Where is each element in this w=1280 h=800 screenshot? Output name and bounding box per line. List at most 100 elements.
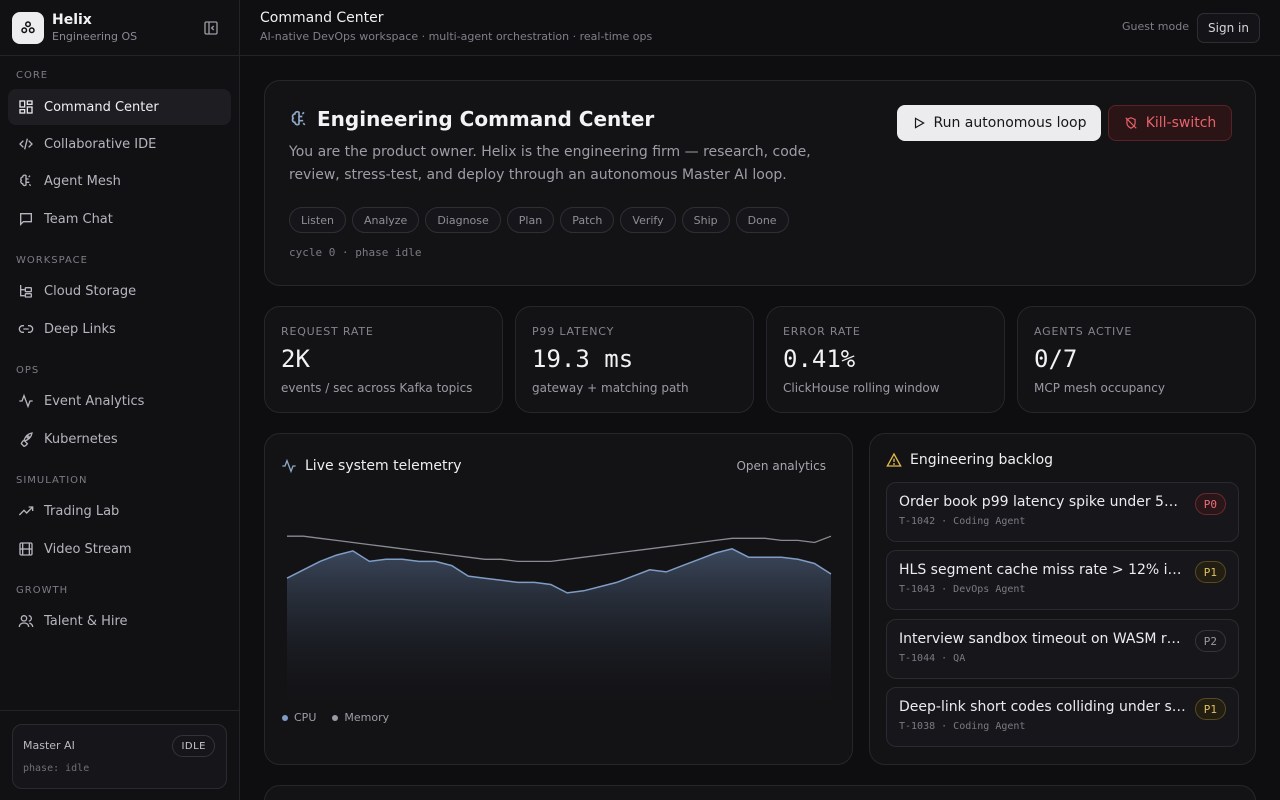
telemetry-card: Live system telemetry Open analytics CPU… xyxy=(264,433,853,765)
page-subtitle: AI-native DevOps workspace · multi-agent… xyxy=(260,30,653,43)
memory-line xyxy=(287,535,832,563)
telemetry-chart xyxy=(286,535,832,700)
sidebar-footer: Master AI IDLE phase: idle xyxy=(0,710,239,800)
grid-icon xyxy=(19,100,33,114)
sidebar-item-cloud-storage[interactable]: Cloud Storage xyxy=(8,273,231,309)
stat-value: 0/7 xyxy=(1034,345,1078,373)
sidebar-item-label: Agent Mesh xyxy=(44,173,121,189)
telemetry-legend: CPU Memory xyxy=(282,711,405,724)
sidebar-item-talent-hire[interactable]: Talent & Hire xyxy=(8,603,231,639)
shield-off-icon xyxy=(1125,117,1137,129)
sidebar-item-trading-lab[interactable]: Trading Lab xyxy=(8,493,231,529)
priority-badge: P2 xyxy=(1194,630,1226,652)
cpu-line xyxy=(286,548,832,594)
rocket-icon xyxy=(20,432,33,447)
sidebar-item-label: Event Analytics xyxy=(44,393,145,409)
stat-description: gateway + matching path xyxy=(532,381,689,395)
sidebar-item-collaborative-ide[interactable]: Collaborative IDE xyxy=(8,126,231,162)
sidebar-item-label: Kubernetes xyxy=(44,431,118,447)
sidebar-item-command-center[interactable]: Command Center xyxy=(8,89,231,125)
sidebar-item-label: Video Stream xyxy=(44,541,132,557)
legend-label: CPU xyxy=(294,711,317,724)
stat-card-p99-latency: P99 LATENCY 19.3 ms gateway + matching p… xyxy=(515,306,754,413)
open-analytics-link[interactable]: Open analytics xyxy=(736,459,826,473)
nav-section-ops: OPS xyxy=(16,365,40,376)
activity-icon xyxy=(19,393,33,409)
sidebar-item-team-chat[interactable]: Team Chat xyxy=(8,201,231,237)
stat-value: 2K xyxy=(281,345,310,373)
run-autonomous-loop-label: Run autonomous loop xyxy=(933,115,1087,131)
topbar: Command Center AI-native DevOps workspac… xyxy=(240,0,1280,56)
sidebar-item-event-analytics[interactable]: Event Analytics xyxy=(8,383,231,419)
stat-label: ERROR RATE xyxy=(783,325,861,338)
sign-in-button[interactable]: Sign in xyxy=(1197,13,1260,43)
nav-section-growth: GROWTH xyxy=(16,585,69,596)
phase-chip-listen: Listen xyxy=(289,207,346,233)
ticket-title: Deep-link short codes colliding under s… xyxy=(899,699,1186,715)
legend-label: Memory xyxy=(344,711,390,724)
phase-chip-diagnose: Diagnose xyxy=(425,207,501,233)
stat-description: events / sec across Kafka topics xyxy=(281,381,473,395)
chat-icon xyxy=(20,213,32,226)
backlog-ticket[interactable]: Order book p99 latency spike under 5… T-… xyxy=(886,482,1239,542)
bottom-panel xyxy=(264,785,1256,800)
stat-card-agents-active: AGENTS ACTIVE 0/7 MCP mesh occupancy xyxy=(1017,306,1256,413)
cycle-status: cycle 0 · phase idle xyxy=(289,246,422,259)
master-ai-title: Master AI xyxy=(23,739,75,752)
page-title: Command Center xyxy=(260,10,384,26)
sidebar-item-label: Deep Links xyxy=(44,321,116,337)
phase-chip-verify: Verify xyxy=(620,207,676,233)
sidebar-item-deep-links[interactable]: Deep Links xyxy=(8,311,231,347)
phase-chip-analyze: Analyze xyxy=(351,207,420,233)
hero-description: You are the product owner. Helix is the … xyxy=(289,144,811,183)
hero-title-text: Engineering Command Center xyxy=(317,107,655,131)
loop-phases: Listen Analyze Diagnose Plan Patch Verif… xyxy=(289,207,795,233)
legend-dot xyxy=(282,714,288,721)
sidebar-item-label: Cloud Storage xyxy=(44,283,137,299)
sidebar-item-label: Collaborative IDE xyxy=(44,136,157,152)
phase-chip-done: Done xyxy=(735,207,789,233)
priority-badge: P0 xyxy=(1194,493,1226,515)
legend-item-cpu: CPU xyxy=(282,711,316,724)
folder-tree-icon xyxy=(20,285,32,298)
ticket-meta: T-1043 · DevOps Agent xyxy=(899,584,1026,595)
brand-subtitle: Engineering OS xyxy=(52,29,138,43)
sidebar-item-kubernetes[interactable]: Kubernetes xyxy=(8,421,231,457)
sidebar-item-label: Trading Lab xyxy=(44,503,120,519)
cpu-area xyxy=(287,548,831,700)
brand-name: Helix xyxy=(52,11,92,28)
telemetry-title-text: Live system telemetry xyxy=(305,458,462,474)
sidebar-item-video-stream[interactable]: Video Stream xyxy=(8,531,231,567)
link-icon xyxy=(18,325,34,333)
play-icon xyxy=(914,117,925,129)
sidebar-item-label: Command Center xyxy=(44,99,159,115)
stat-label: AGENTS ACTIVE xyxy=(1034,325,1133,338)
ticket-title: HLS segment cache miss rate > 12% i… xyxy=(899,562,1182,578)
sidebar-item-agent-mesh[interactable]: Agent Mesh xyxy=(8,163,231,199)
telemetry-title: Live system telemetry xyxy=(281,458,462,474)
nav-section-simulation: SIMULATION xyxy=(16,475,88,486)
priority-badge: P1 xyxy=(1194,561,1226,583)
kill-switch-label: Kill-switch xyxy=(1145,115,1217,131)
collapse-sidebar-icon[interactable] xyxy=(200,18,222,38)
ticket-meta: T-1042 · Coding Agent xyxy=(899,516,1026,527)
ticket-title: Order book p99 latency spike under 5… xyxy=(899,494,1178,510)
code-icon xyxy=(19,138,33,150)
backlog-title-text: Engineering backlog xyxy=(910,452,1054,468)
stat-card-request-rate: REQUEST RATE 2K events / sec across Kafk… xyxy=(264,306,503,413)
stat-value: 0.41% xyxy=(783,345,856,373)
kill-switch-button[interactable]: Kill-switch xyxy=(1108,105,1232,141)
phase-chip-ship: Ship xyxy=(681,207,730,233)
run-autonomous-loop-button[interactable]: Run autonomous loop xyxy=(897,105,1101,141)
master-ai-card: Master AI IDLE phase: idle xyxy=(12,724,227,789)
sidebar-item-label: Team Chat xyxy=(44,211,113,227)
command-center-hero: Engineering Command Center You are the p… xyxy=(264,80,1256,286)
hero-title: Engineering Command Center xyxy=(289,107,654,131)
master-ai-phase: phase: idle xyxy=(23,763,90,774)
backlog-ticket[interactable]: Interview sandbox timeout on WASM r… T-1… xyxy=(886,619,1239,679)
backlog-ticket[interactable]: HLS segment cache miss rate > 12% i… T-1… xyxy=(886,550,1239,610)
ticket-meta: T-1038 · Coding Agent xyxy=(899,721,1026,732)
stat-value: 19.3 ms xyxy=(532,345,634,373)
warning-icon xyxy=(886,452,902,467)
backlog-ticket[interactable]: Deep-link short codes colliding under s…… xyxy=(886,687,1239,747)
